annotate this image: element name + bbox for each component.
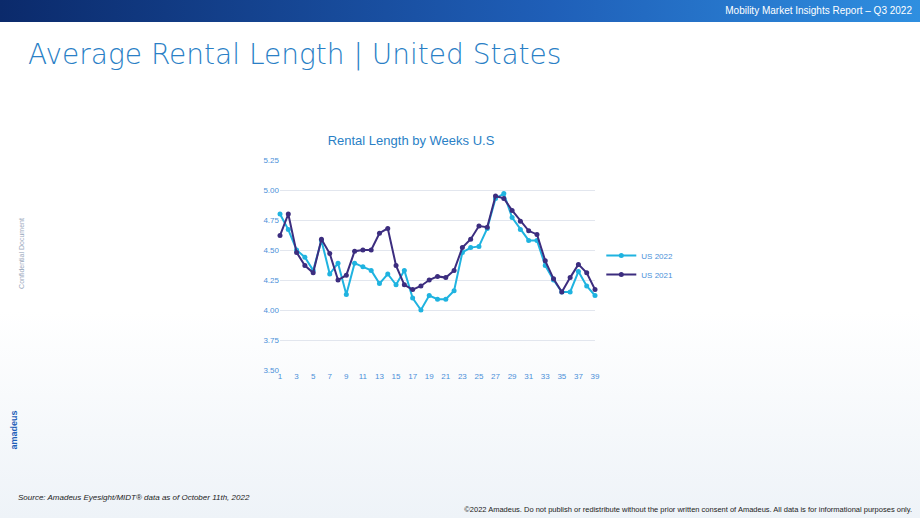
svg-text:5.25: 5.25 [263,156,279,165]
svg-text:9: 9 [344,372,349,381]
svg-text:4.25: 4.25 [263,276,279,285]
svg-text:13: 13 [375,372,384,381]
svg-text:3.50: 3.50 [263,366,279,375]
svg-text:US 2022: US 2022 [641,252,673,261]
svg-text:5.00: 5.00 [263,186,279,195]
html-text:Confidential Document: Confidential Document [17,218,25,289]
html-text:Source: Amadeus Eyesight/MIDT®: Source: Amadeus Eyesight/MIDT® data as o… [18,493,250,502]
svg-text:21: 21 [441,372,450,381]
svg-text:37: 37 [574,372,583,381]
svg-text:5: 5 [311,372,316,381]
html-text:Average Rental Length | United: Average Rental Length | United States [28,38,562,71]
svg-text:25: 25 [474,372,483,381]
svg-text:39: 39 [591,372,600,381]
html-text:Mobility Market Insights Repor: Mobility Market Insights Report – Q3 202… [725,5,912,16]
svg-text:31: 31 [524,372,533,381]
svg-text:11: 11 [359,372,368,381]
svg-text:1: 1 [278,372,283,381]
svg-text:US 2021: US 2021 [641,271,673,280]
svg-text:35: 35 [557,372,566,381]
svg-text:19: 19 [425,372,434,381]
html-text:amadeus: amadeus [8,410,19,450]
svg-text:4.50: 4.50 [263,246,279,255]
svg-text:17: 17 [408,372,417,381]
svg-text:4.00: 4.00 [263,306,279,315]
svg-text:23: 23 [458,372,467,381]
svg-text:29: 29 [508,372,517,381]
svg-text:3: 3 [294,372,299,381]
svg-text:33: 33 [541,372,550,381]
svg-text:27: 27 [491,372,500,381]
svg-text:Rental Length by Weeks U.S: Rental Length by Weeks U.S [328,133,495,148]
svg-text:7: 7 [328,372,333,381]
html-text:©2022 Amadeus. Do not publish: ©2022 Amadeus. Do not publish or redistr… [464,505,912,514]
svg-text:3.75: 3.75 [263,336,279,345]
svg-text:4.75: 4.75 [263,216,279,225]
svg-text:15: 15 [392,372,401,381]
